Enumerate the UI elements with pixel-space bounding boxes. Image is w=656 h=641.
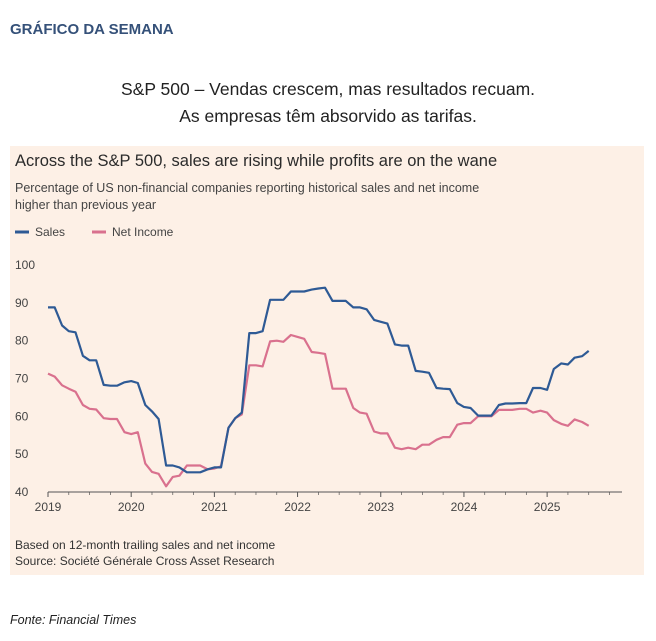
x-tick-label-2021: 2021 <box>201 500 228 514</box>
source-credit: Fonte: Financial Times <box>10 613 137 627</box>
legend-label-sales: Sales <box>35 225 65 239</box>
x-tick-label-2022: 2022 <box>284 500 311 514</box>
chart-footnote: Based on 12-month trailing sales and net… <box>15 538 275 552</box>
chart-subtitle-line-1: Percentage of US non-financial companies… <box>15 181 479 195</box>
y-tick-label-100: 100 <box>15 258 35 272</box>
chart-subtitle-line-2: higher than previous year <box>15 198 156 212</box>
x-tick-label-2025: 2025 <box>534 500 561 514</box>
x-tick-label-2019: 2019 <box>35 500 62 514</box>
headline-line-2: As empresas têm absorvido as tarifas. <box>179 106 477 126</box>
line-chart: Across the S&P 500, sales are rising whi… <box>15 152 622 568</box>
chart-title: Across the S&P 500, sales are rising whi… <box>15 152 497 170</box>
y-tick-label-50: 50 <box>15 447 29 461</box>
headline-line-1: S&P 500 – Vendas crescem, mas resultados… <box>120 79 536 99</box>
y-tick-label-90: 90 <box>15 296 29 310</box>
chart-source: Source: Société Générale Cross Asset Res… <box>15 554 274 568</box>
series-line-sales <box>48 286 590 474</box>
legend-label-net-income: Net Income <box>112 225 174 239</box>
y-tick-label-40: 40 <box>15 485 29 499</box>
y-tick-label-80: 80 <box>15 334 29 348</box>
chart-card: Across the S&P 500, sales are rising whi… <box>10 146 644 575</box>
section-label: GRÁFICO DA SEMANA <box>10 21 174 38</box>
plot-area: 100 90 80 70 60 50 40 2019 2020 2021 2022 2023 2024 2… <box>15 258 622 514</box>
y-tick-label-70: 70 <box>15 372 29 386</box>
y-tick-label-60: 60 <box>15 409 29 423</box>
x-tick-label-2024: 2024 <box>451 500 478 514</box>
series-line-net-income <box>47 333 590 488</box>
x-tick-label-2023: 2023 <box>367 500 394 514</box>
x-tick-label-2020: 2020 <box>118 500 145 514</box>
